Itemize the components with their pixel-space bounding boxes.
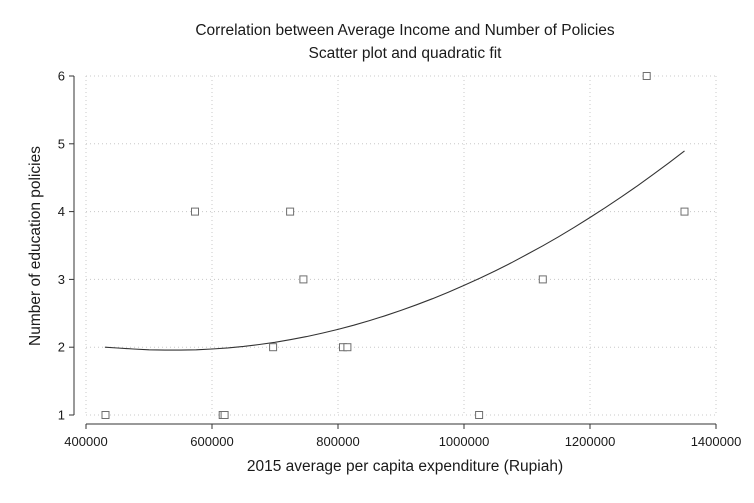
- data-point: [101, 411, 110, 419]
- data-point: [299, 275, 308, 284]
- x-axis-label: 2015 average per capita expenditure (Rup…: [247, 458, 563, 475]
- fit-line: [104, 150, 685, 351]
- x-tick-label: 1000000: [439, 434, 490, 449]
- data-point: [475, 411, 484, 419]
- x-tick-label: 1200000: [565, 434, 616, 449]
- data-point: [680, 207, 689, 216]
- y-tick-label: 6: [58, 69, 65, 84]
- chart-title: Correlation between Average Income and N…: [195, 22, 615, 39]
- y-tick-label: 3: [58, 272, 65, 287]
- x-tick-label: 600000: [190, 434, 233, 449]
- y-axis-label: Number of education policies: [27, 146, 44, 346]
- data-point: [286, 207, 295, 216]
- gridlines: [85, 75, 717, 416]
- x-tick-label: 800000: [316, 434, 359, 449]
- data-point: [538, 275, 547, 284]
- x-tick-label: 400000: [64, 434, 107, 449]
- data-point: [343, 343, 352, 352]
- data-point: [269, 343, 278, 352]
- y-tick-label: 5: [58, 136, 65, 151]
- quadratic-fit: [104, 150, 685, 351]
- chart-subtitle: Scatter plot and quadratic fit: [308, 45, 502, 62]
- y-tick-label: 2: [58, 340, 65, 355]
- data-point: [220, 411, 229, 419]
- axes: 1 2 3 4 5 6 400000 600000 800000 1000000 1200000 14…: [58, 69, 742, 450]
- data-point: [642, 72, 651, 80]
- x-tick-label: 1400000: [691, 434, 742, 449]
- y-tick-label: 4: [58, 204, 65, 219]
- data-point: [191, 207, 199, 216]
- y-tick-label: 1: [58, 408, 65, 423]
- scatter-points: [101, 72, 689, 419]
